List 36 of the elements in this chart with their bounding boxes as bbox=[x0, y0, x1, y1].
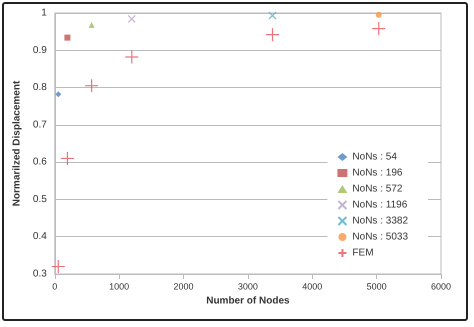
x-tick-label: 1000 bbox=[109, 282, 130, 292]
point bbox=[64, 34, 70, 41]
point bbox=[88, 22, 95, 28]
point bbox=[268, 12, 277, 20]
x-tick-label: 4000 bbox=[302, 282, 322, 292]
x-tick-label: 2000 bbox=[174, 282, 194, 292]
point bbox=[84, 78, 99, 93]
legend-label: NoNs : 196 bbox=[352, 168, 403, 178]
y-tick-label: 0.4 bbox=[32, 231, 48, 242]
legend-label: NoNs : 54 bbox=[352, 152, 398, 162]
legend-label: NoNs : 1196 bbox=[352, 200, 408, 210]
y-tick-label: 0.6 bbox=[32, 156, 48, 168]
y-tick-label: 0.5 bbox=[32, 194, 48, 205]
point bbox=[128, 14, 136, 24]
point bbox=[124, 50, 139, 64]
y-tick-label: 0.9 bbox=[32, 44, 48, 56]
y-tick-label: 0.7 bbox=[32, 119, 48, 130]
y-axis-title: Normarilzed Displacement bbox=[12, 80, 22, 206]
point bbox=[265, 28, 280, 42]
y-tick-label: 1 bbox=[41, 8, 48, 18]
point bbox=[372, 22, 386, 36]
x-axis-title: Number of Nodes bbox=[206, 295, 290, 306]
x-tick-label: 5000 bbox=[366, 282, 387, 292]
point bbox=[60, 151, 75, 166]
point bbox=[51, 259, 66, 274]
legend-label: NoNs : 572 bbox=[352, 184, 403, 194]
point bbox=[376, 12, 382, 18]
legend-label: NoNs : 3382 bbox=[352, 216, 408, 226]
x-tick-label: 6000 bbox=[430, 282, 452, 292]
legend-label: NoNs : 5033 bbox=[352, 232, 408, 242]
legend-label: FEM bbox=[352, 248, 374, 258]
point bbox=[55, 91, 62, 98]
y-tick-label: 0.3 bbox=[32, 268, 48, 280]
x-tick-label: 0 bbox=[52, 282, 58, 292]
y-tick-label: 0.8 bbox=[32, 82, 48, 94]
x-tick-label: 3000 bbox=[238, 282, 258, 292]
